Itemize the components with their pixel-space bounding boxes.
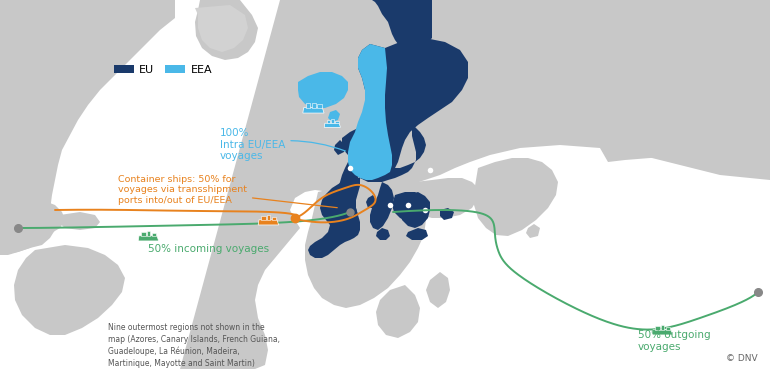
Polygon shape xyxy=(474,158,558,236)
Polygon shape xyxy=(180,0,770,369)
Bar xyxy=(306,103,310,108)
Polygon shape xyxy=(392,192,428,222)
Bar xyxy=(317,104,322,108)
Bar xyxy=(326,120,330,123)
Bar xyxy=(312,103,316,108)
Polygon shape xyxy=(370,207,382,222)
Polygon shape xyxy=(195,5,248,52)
Polygon shape xyxy=(330,162,360,235)
Polygon shape xyxy=(300,0,480,195)
Polygon shape xyxy=(308,178,360,258)
Bar xyxy=(331,119,334,123)
Polygon shape xyxy=(426,272,450,308)
Bar xyxy=(142,232,146,236)
Polygon shape xyxy=(303,108,324,113)
Polygon shape xyxy=(0,198,58,255)
Text: 100%
Intra EU/EEA
voyages: 100% Intra EU/EEA voyages xyxy=(220,128,346,161)
Bar xyxy=(655,326,660,330)
Polygon shape xyxy=(334,140,345,155)
Polygon shape xyxy=(376,228,390,240)
Polygon shape xyxy=(376,285,420,338)
Text: 50% outgoing
voyages: 50% outgoing voyages xyxy=(638,330,711,352)
Bar xyxy=(272,217,276,220)
Polygon shape xyxy=(175,0,258,60)
Polygon shape xyxy=(600,128,770,162)
Polygon shape xyxy=(370,182,394,230)
Polygon shape xyxy=(366,195,376,208)
Polygon shape xyxy=(328,110,340,122)
Polygon shape xyxy=(440,208,454,220)
Polygon shape xyxy=(14,245,125,335)
Bar xyxy=(262,216,266,220)
Polygon shape xyxy=(360,0,432,182)
Text: Nine outermost regions not shown in the
map (Azores, Canary Islands, French Guia: Nine outermost regions not shown in the … xyxy=(108,323,280,368)
Polygon shape xyxy=(298,72,348,108)
Polygon shape xyxy=(0,0,175,255)
Bar xyxy=(661,325,665,330)
Bar xyxy=(152,232,156,236)
Text: © DNV: © DNV xyxy=(726,354,758,363)
Polygon shape xyxy=(348,44,392,180)
Polygon shape xyxy=(258,220,279,225)
Polygon shape xyxy=(406,228,428,240)
Polygon shape xyxy=(138,236,159,241)
Bar xyxy=(666,327,670,330)
Legend: EU, EEA: EU, EEA xyxy=(113,65,213,75)
Bar xyxy=(147,231,150,236)
Polygon shape xyxy=(58,212,100,230)
Polygon shape xyxy=(324,123,340,127)
Polygon shape xyxy=(342,128,372,158)
Polygon shape xyxy=(348,38,468,180)
Polygon shape xyxy=(652,330,673,335)
Polygon shape xyxy=(400,192,430,228)
Polygon shape xyxy=(0,198,65,242)
Polygon shape xyxy=(305,182,426,308)
Bar xyxy=(267,215,270,220)
Polygon shape xyxy=(395,178,478,218)
Text: Container ships: 50% for
voyages via transshipment
ports into/out of EU/EEA: Container ships: 50% for voyages via tra… xyxy=(118,175,337,208)
Polygon shape xyxy=(526,224,540,238)
Bar xyxy=(335,121,339,123)
Text: 50% incoming voyages: 50% incoming voyages xyxy=(148,244,270,254)
